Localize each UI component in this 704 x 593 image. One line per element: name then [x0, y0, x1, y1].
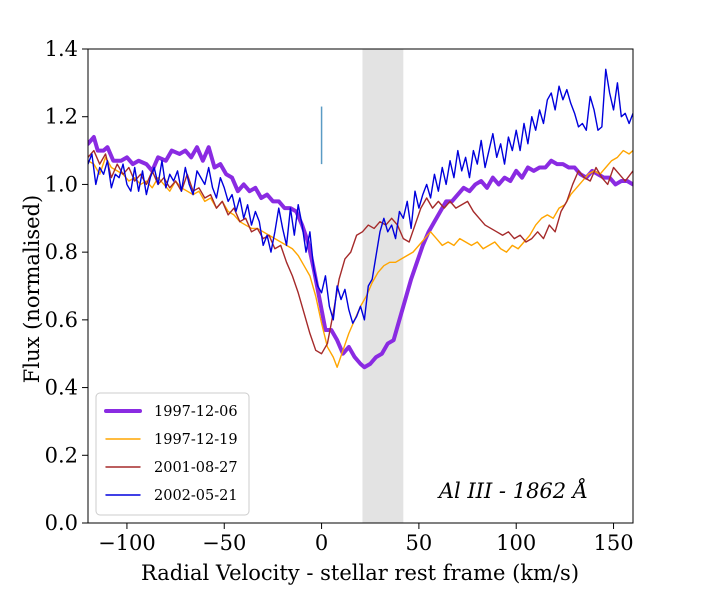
- series-line-2001-08-27: [88, 149, 633, 355]
- series-line-2002-05-21: [88, 68, 633, 324]
- series-group: [88, 68, 633, 370]
- legend-box: [95, 392, 250, 516]
- series-line-1997-12-06: [88, 135, 633, 370]
- line-annotation: Al III - 1862 Å: [437, 478, 588, 503]
- x-tick-label: −100: [98, 531, 156, 555]
- y-tick-label: 1.2: [45, 105, 78, 129]
- x-axis-label: Radial Velocity - stellar rest frame (km…: [141, 561, 579, 585]
- plot-area: [88, 49, 633, 523]
- y-tick-label: 0.6: [45, 308, 78, 332]
- shaded-region: [362, 49, 404, 523]
- legend-label-1997-12-06: 1997-12-06: [154, 404, 238, 420]
- legend-label-2001-08-27: 2001-08-27: [154, 460, 238, 476]
- y-tick-label: 0.4: [45, 376, 78, 400]
- y-tick-label: 1.4: [45, 37, 78, 61]
- x-tick-label: −50: [202, 531, 246, 555]
- x-tick-label: 100: [496, 531, 536, 555]
- y-tick-label: 0.2: [45, 443, 78, 467]
- plot-frame: [87, 48, 634, 524]
- legend-label-1997-12-19: 1997-12-19: [154, 432, 238, 448]
- x-tick-label: 150: [593, 531, 633, 555]
- x-tick-label: 50: [406, 531, 433, 555]
- x-tick-label: 0: [315, 531, 328, 555]
- legend: 1997-12-06 1997-12-19 2001-08-27 2002-05-21: [95, 392, 250, 516]
- axes: −100 −50 0 50 100 150 0.0 0.2 0.4 0.6 0.8 1.0 1.2 1.4: [45, 37, 634, 555]
- legend-label-2002-05-21: 2002-05-21: [154, 488, 238, 504]
- y-axis-label: Flux (normalised): [20, 195, 44, 383]
- y-tick-label: 1.0: [45, 172, 78, 196]
- y-tick-label: 0.8: [45, 240, 78, 264]
- y-tick-label: 0.0: [45, 511, 78, 535]
